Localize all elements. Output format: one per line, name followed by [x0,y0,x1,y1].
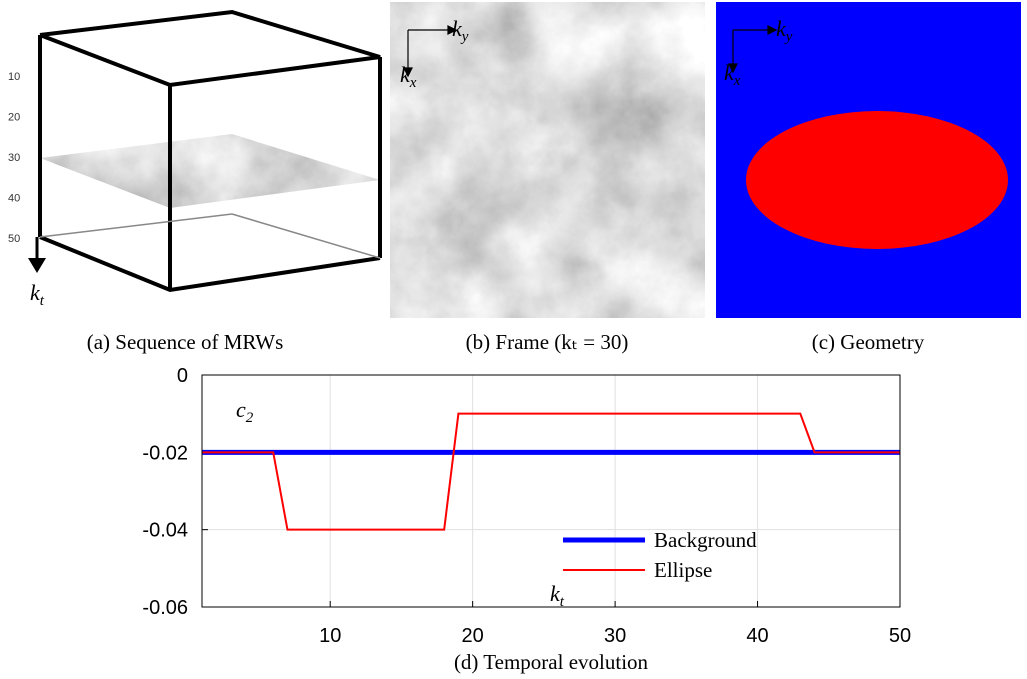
arrow-head [767,25,778,35]
label-sub: y [460,29,469,45]
label-sub: x [733,73,741,89]
legend-label: Ellipse [654,558,712,582]
plot-frame [201,374,901,608]
x-tick-label: 40 [746,625,768,647]
label-base: k [776,16,787,41]
cube-edge [231,213,381,259]
label-base: k [724,60,735,85]
cube-edge [39,9,381,88]
label-sub: x [409,75,417,91]
tick-label: 20 [8,112,20,124]
label-base: k [400,62,411,87]
legend: Background Ellipse [563,528,757,582]
caption: (d) Temporal evolution [454,650,649,674]
cube-edge [39,235,381,293]
arrow-head [28,258,46,273]
mrw-frame [390,2,705,318]
arrow-head [728,63,738,74]
axis-label: ky [776,16,793,45]
label-base: k [550,581,561,606]
cube-edge [39,213,233,238]
legend-label: Background [654,528,757,552]
tick-label: 30 [8,152,20,164]
label-sub: t [40,293,45,309]
arrow-head [403,67,413,78]
axis-label: kt [30,280,45,309]
ellipse-region [746,111,1008,249]
x-tick-label: 30 [604,625,626,647]
label-base: k [452,16,463,41]
frame-axes [403,25,458,78]
panel-a-ticks: 10 20 30 40 50 [8,71,20,245]
y-tick-label: -0.04 [142,520,188,542]
caption: (a) Sequence of MRWs [87,330,284,354]
panel-a [28,9,390,293]
axis-label: kx [400,62,417,91]
caption: (c) Geometry [812,330,925,354]
x-tick-label: 50 [889,625,911,647]
arrow-head [447,25,458,35]
label-base: k [30,280,41,305]
tick-label: 50 [8,233,20,245]
x-axis-label: kt [550,581,565,610]
caption: (b) Frame (kₜ = 30) [466,330,629,354]
x-tick-label: 20 [462,625,484,647]
label-sub: y [784,29,793,45]
y-tick-label: -0.02 [142,442,188,464]
axis-label: kx [724,60,741,89]
series-line [202,412,900,531]
slice [30,120,390,220]
line-chart: 10 20 30 40 50 -0.06 -0.04 -0.02 0 Background Elli… [142,365,911,647]
tick-label: 40 [8,193,20,205]
tick-label: 10 [8,71,20,83]
label-sub: 2 [246,410,254,426]
y-tick-label: 0 [177,365,188,387]
label-base: c [236,397,246,422]
axis-label: ky [452,16,469,45]
x-tick-label: 10 [319,625,341,647]
annotation: c2 [236,397,254,426]
frame-axes [728,25,778,74]
label-sub: t [560,594,565,610]
y-tick-label: -0.06 [142,597,188,619]
